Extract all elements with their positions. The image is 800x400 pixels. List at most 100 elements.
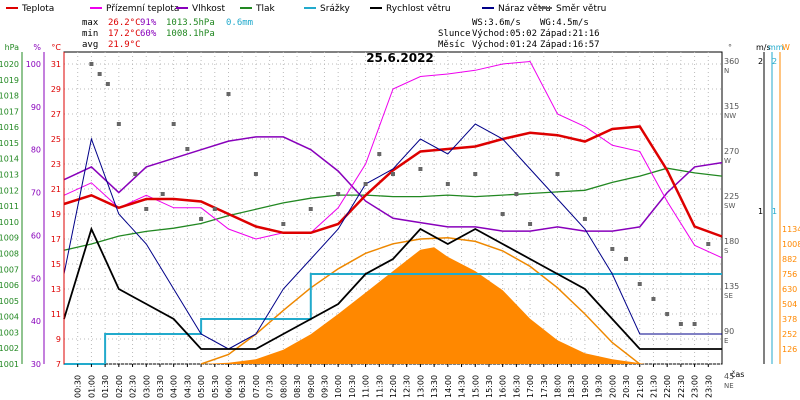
series-wind-speed bbox=[63, 226, 722, 350]
percent-unit: % bbox=[33, 43, 41, 52]
stats-min-hum: 60% bbox=[140, 29, 157, 39]
x-tick-label: 08:00 bbox=[279, 375, 288, 398]
x-tick-label: 18:00 bbox=[554, 375, 563, 398]
legend-label: Přízemní teplota bbox=[106, 4, 179, 14]
x-tick-label: 17:30 bbox=[540, 375, 549, 398]
percent-tick: 50 bbox=[31, 274, 41, 283]
stats-min-press: 1008.1hPa bbox=[166, 29, 215, 39]
hpa-tick: 1013 bbox=[0, 171, 19, 180]
deg-tick: 45 bbox=[724, 372, 734, 381]
hpa-tick: 1002 bbox=[0, 344, 19, 353]
series-ground-temperature bbox=[63, 60, 723, 259]
mm-tick: 2 bbox=[772, 57, 777, 66]
w-tick: 630 bbox=[782, 285, 797, 294]
x-tick-label: 16:00 bbox=[499, 375, 508, 398]
direction-point bbox=[144, 207, 149, 211]
x-tick-label: 16:30 bbox=[512, 375, 521, 398]
w-tick: 882 bbox=[782, 255, 797, 264]
direction-point bbox=[133, 172, 138, 176]
dir-tick: N bbox=[724, 67, 729, 75]
series-rain bbox=[64, 273, 722, 365]
direction-point bbox=[212, 207, 217, 211]
x-tick-label: 22:30 bbox=[677, 375, 686, 398]
hpa-tick: 1016 bbox=[0, 123, 19, 132]
stats-max-label: max bbox=[82, 18, 99, 28]
deg-tick: 180 bbox=[724, 237, 739, 246]
x-tick-label: 06:00 bbox=[225, 375, 234, 398]
direction-point bbox=[105, 82, 110, 86]
legend-label: Teplota bbox=[21, 4, 54, 14]
direction-point bbox=[445, 182, 450, 186]
direction-point bbox=[226, 92, 231, 96]
direction-point bbox=[555, 172, 560, 176]
w-unit: W bbox=[782, 43, 790, 52]
direction-point bbox=[308, 207, 313, 211]
time-axis-label: čas bbox=[731, 369, 744, 379]
celsius-tick: 7 bbox=[56, 360, 61, 369]
hpa-tick: 1011 bbox=[0, 202, 19, 211]
x-tick-label: 01:00 bbox=[87, 375, 96, 398]
x-tick-label: 11:00 bbox=[362, 375, 371, 398]
x-tick-label: 20:30 bbox=[622, 375, 631, 398]
legend-label: Tlak bbox=[255, 4, 276, 14]
stats-min-label: min bbox=[82, 29, 98, 39]
x-tick-label: 07:00 bbox=[252, 375, 261, 398]
x-tick-label: 19:30 bbox=[595, 375, 604, 398]
celsius-tick: 25 bbox=[51, 135, 61, 144]
x-tick-label: 10:00 bbox=[334, 375, 343, 398]
direction-point bbox=[89, 62, 94, 66]
direction-point bbox=[391, 172, 395, 176]
stats-min-temp: 17.2°C bbox=[108, 29, 141, 39]
w-tick: 756 bbox=[782, 270, 797, 279]
deg-tick: 90 bbox=[724, 327, 734, 336]
wind-gust-info: WG:4.5m/s bbox=[540, 18, 589, 28]
astro-block: WS:3.6m/s WG:4.5m/s Slunce Východ:05:02 … bbox=[438, 18, 600, 50]
direction-point bbox=[281, 222, 286, 226]
legend-label: Náraz větru bbox=[498, 4, 551, 14]
direction-point bbox=[185, 147, 190, 151]
x-tick-label: 06:30 bbox=[238, 375, 247, 398]
direction-point bbox=[514, 192, 519, 196]
deg-unit: ° bbox=[728, 43, 732, 52]
dir-tick: NW bbox=[724, 112, 736, 120]
legend: Teplota Přízemní teplota Vlhkost Tlak Srážky… bbox=[6, 4, 606, 14]
sun-rise: Východ:05:02 bbox=[472, 29, 537, 39]
stats-max-rain: 0.6mm bbox=[226, 18, 253, 28]
x-tick-label: 05:00 bbox=[197, 375, 206, 398]
hpa-tick: 1004 bbox=[0, 313, 19, 322]
direction-point bbox=[500, 212, 505, 216]
celsius-tick: 27 bbox=[51, 110, 61, 119]
deg-tick: 360 bbox=[724, 57, 739, 66]
sun-set: Západ:21:16 bbox=[540, 29, 600, 39]
direction-point bbox=[377, 152, 382, 156]
direction-point bbox=[336, 192, 341, 196]
x-tick-label: 05:30 bbox=[211, 375, 220, 398]
x-tick-label: 15:30 bbox=[485, 375, 494, 398]
celsius-tick: 29 bbox=[51, 85, 61, 94]
wind-speed-info: WS:3.6m/s bbox=[472, 18, 521, 28]
x-tick-label: 15:00 bbox=[471, 375, 480, 398]
x-tick-label: 00:30 bbox=[74, 375, 83, 398]
moon-set: Západ:16:57 bbox=[540, 40, 600, 50]
x-tick-label: 11:30 bbox=[375, 375, 384, 398]
dir-tick: SW bbox=[724, 202, 735, 210]
x-tick-label: 04:00 bbox=[170, 375, 179, 398]
percent-tick: 70 bbox=[31, 189, 41, 198]
x-tick-label: 12:30 bbox=[403, 375, 412, 398]
axes-layer: 00:30 01:00 01:30 02:00 02:30 03:00 03:30 04:00… bbox=[0, 43, 800, 398]
percent-tick: 60 bbox=[31, 231, 41, 240]
percent-tick: 80 bbox=[31, 146, 41, 155]
celsius-tick: 9 bbox=[56, 335, 61, 344]
celsius-tick: 11 bbox=[51, 310, 61, 319]
direction-point bbox=[160, 192, 165, 196]
legend-label: Vlhkost bbox=[192, 4, 225, 14]
x-tick-label: 14:30 bbox=[458, 375, 467, 398]
deg-tick: 315 bbox=[724, 102, 739, 111]
direction-point bbox=[610, 247, 615, 251]
stats-max-hum: 91% bbox=[140, 18, 157, 28]
x-tick-label: 03:30 bbox=[156, 375, 165, 398]
direction-point bbox=[665, 312, 670, 316]
ms-unit: m/s bbox=[756, 43, 771, 52]
direction-point bbox=[678, 322, 683, 326]
